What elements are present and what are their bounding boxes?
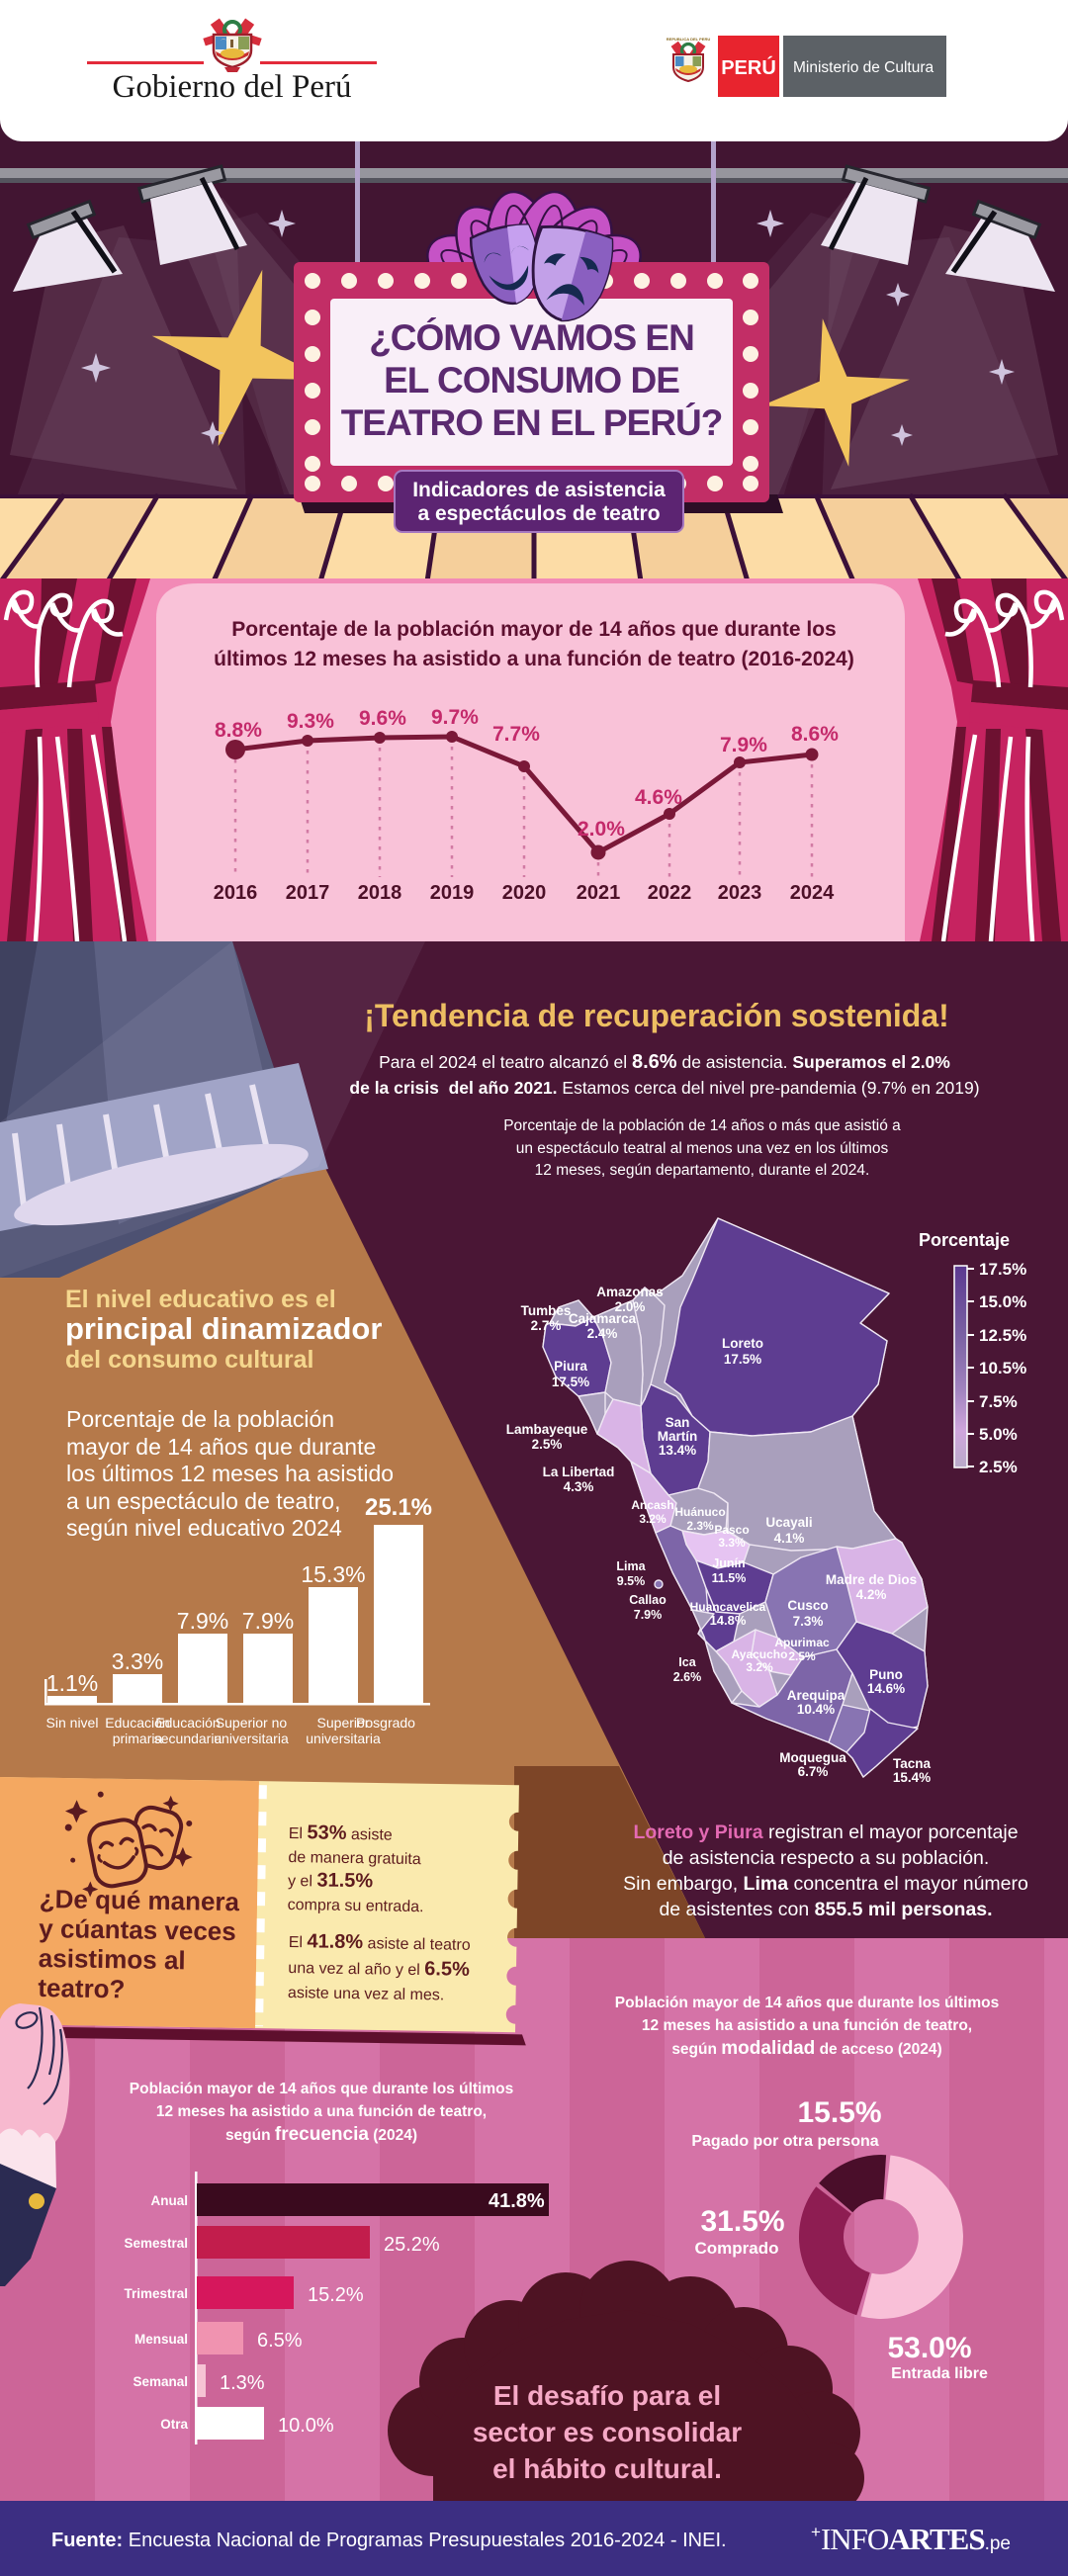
svg-text:10.4%: 10.4% <box>797 1702 835 1717</box>
svg-text:6.7%: 6.7% <box>798 1764 829 1779</box>
svg-text:12.5%: 12.5% <box>979 1326 1026 1345</box>
svg-text:2.6%: 2.6% <box>673 1670 702 1684</box>
svg-text:11.5%: 11.5% <box>712 1571 747 1585</box>
svg-text:4.1%: 4.1% <box>774 1531 805 1546</box>
svg-text:REPUBLICA DEL PERU: REPUBLICA DEL PERU <box>667 37 711 42</box>
svg-text:7.5%: 7.5% <box>979 1392 1018 1411</box>
svg-text:10.5%: 10.5% <box>979 1359 1026 1377</box>
svg-text:Ica: Ica <box>678 1655 696 1669</box>
svg-text:17.5%: 17.5% <box>979 1260 1026 1279</box>
svg-text:9.5%: 9.5% <box>617 1574 646 1588</box>
svg-text:15.4%: 15.4% <box>893 1770 931 1785</box>
svg-text:7.9%: 7.9% <box>634 1608 663 1622</box>
svg-text:Arequipa: Arequipa <box>787 1688 846 1703</box>
svg-text:2.7%: 2.7% <box>531 1318 562 1333</box>
svg-text:Lima: Lima <box>616 1559 646 1573</box>
svg-text:Ancash: Ancash <box>631 1498 673 1512</box>
svg-text:Tumbes: Tumbes <box>521 1303 572 1318</box>
svg-text:3.2%: 3.2% <box>639 1512 667 1526</box>
svg-text:Ucayali: Ucayali <box>765 1515 812 1530</box>
svg-text:Piura: Piura <box>554 1359 587 1374</box>
svg-text:Huancavelica: Huancavelica <box>690 1600 766 1614</box>
svg-text:Lambayeque: Lambayeque <box>506 1422 588 1437</box>
svg-text:Huánuco: Huánuco <box>674 1505 725 1519</box>
svg-text:Pasco: Pasco <box>714 1523 749 1537</box>
svg-text:14.6%: 14.6% <box>867 1681 905 1696</box>
svg-text:Martín: Martín <box>658 1429 698 1444</box>
svg-text:15.0%: 15.0% <box>979 1292 1026 1311</box>
svg-text:San: San <box>666 1415 690 1430</box>
svg-text:Loreto: Loreto <box>722 1336 763 1351</box>
svg-text:Ayacucho: Ayacucho <box>732 1647 788 1661</box>
svg-text:3.3%: 3.3% <box>718 1536 746 1550</box>
svg-text:Cajamarca: Cajamarca <box>569 1311 637 1326</box>
svg-text:2.0%: 2.0% <box>615 1299 646 1314</box>
svg-text:La Libertad: La Libertad <box>543 1465 615 1479</box>
svg-text:PERÚ: PERÚ <box>721 55 776 79</box>
svg-text:Moquegua: Moquegua <box>779 1750 846 1765</box>
svg-text:Porcentaje: Porcentaje <box>919 1230 1010 1250</box>
svg-text:Puno: Puno <box>869 1667 903 1682</box>
svg-text:2.4%: 2.4% <box>587 1326 618 1341</box>
svg-text:Tacna: Tacna <box>893 1756 932 1771</box>
svg-text:Callao: Callao <box>629 1593 667 1607</box>
svg-text:Amazonas: Amazonas <box>596 1285 664 1299</box>
svg-text:14.8%: 14.8% <box>710 1613 747 1628</box>
svg-text:Ministerio de Cultura: Ministerio de Cultura <box>793 59 934 76</box>
svg-text:17.5%: 17.5% <box>724 1352 761 1367</box>
svg-text:Apurimac: Apurimac <box>774 1636 830 1649</box>
svg-text:13.4%: 13.4% <box>659 1443 696 1458</box>
svg-text:7.3%: 7.3% <box>793 1614 824 1629</box>
svg-text:Junín: Junín <box>712 1556 745 1570</box>
svg-text:Madre de Dios: Madre de Dios <box>826 1572 917 1587</box>
svg-text:2.5%: 2.5% <box>788 1649 816 1663</box>
svg-text:4.2%: 4.2% <box>856 1587 887 1602</box>
svg-text:2.5%: 2.5% <box>532 1437 563 1452</box>
svg-text:4.3%: 4.3% <box>564 1479 594 1494</box>
svg-text:Cusco: Cusco <box>787 1598 828 1613</box>
svg-text:3.2%: 3.2% <box>746 1660 773 1674</box>
svg-text:17.5%: 17.5% <box>552 1375 589 1389</box>
svg-text:5.0%: 5.0% <box>979 1425 1018 1444</box>
svg-text:2.3%: 2.3% <box>686 1519 714 1533</box>
svg-text:2.5%: 2.5% <box>979 1458 1018 1476</box>
